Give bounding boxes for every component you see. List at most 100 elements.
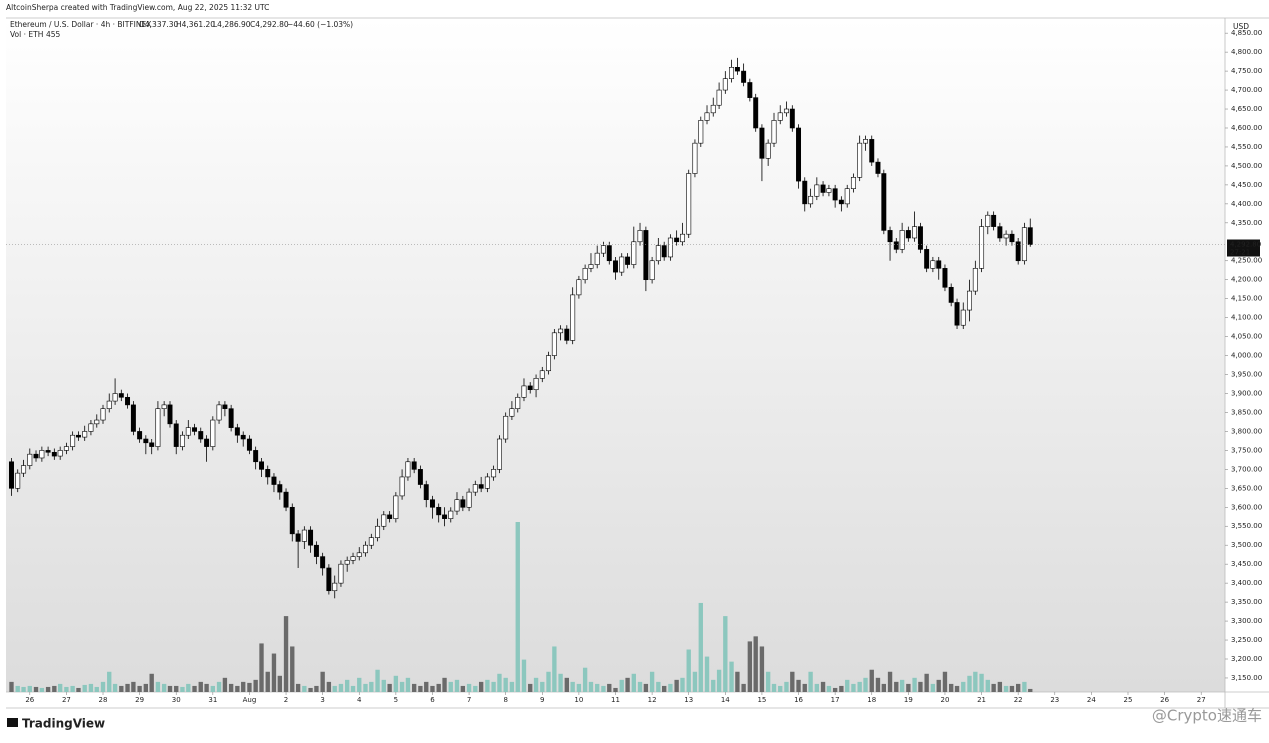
volume-bar — [814, 683, 820, 692]
legend-change: −44.60 (−1.03%) — [287, 20, 353, 29]
symbol-title: Ethereum / U.S. Dollar · 4h · BITFINEX — [10, 20, 151, 29]
volume-bar — [466, 683, 472, 692]
volume-bar — [839, 685, 844, 692]
candle-body — [606, 245, 612, 262]
y-tick-label: 3,750.00 — [1231, 446, 1262, 454]
volume-bar — [863, 677, 868, 692]
volume-bar — [582, 667, 588, 692]
y-tick-label: 3,500.00 — [1231, 541, 1262, 549]
candle-body — [253, 450, 259, 463]
volume-bar — [131, 681, 136, 692]
y-tick-label: 4,200.00 — [1231, 276, 1262, 284]
volume-bar — [686, 649, 691, 692]
volume-bar — [119, 685, 124, 692]
candle-body — [496, 438, 502, 470]
candle-body — [680, 233, 685, 243]
volume-bar — [716, 669, 722, 692]
candle-body — [21, 465, 27, 474]
volume-bar — [765, 671, 771, 692]
candle-body — [326, 567, 332, 592]
candle-body — [832, 188, 838, 201]
volume-bar — [991, 683, 996, 692]
plot-area — [6, 18, 1225, 692]
candle-body — [796, 127, 802, 182]
volume-bar — [643, 683, 649, 692]
candle-body — [57, 450, 63, 457]
volume-bar — [674, 679, 679, 692]
candle-body — [198, 431, 204, 440]
candle-body — [240, 434, 246, 440]
volume-bar — [613, 687, 618, 692]
candle-body — [692, 142, 698, 174]
volume-bar — [9, 681, 14, 692]
volume-bar — [936, 679, 941, 692]
y-tick-label: 3,350.00 — [1231, 598, 1262, 606]
candle-body — [76, 434, 81, 438]
y-tick-label: 4,250.00 — [1231, 257, 1262, 265]
candle-body — [753, 97, 759, 129]
candle-body — [967, 290, 972, 311]
volume-bar — [216, 681, 222, 692]
volume-bar — [33, 686, 39, 692]
x-tick-label: 27 — [1197, 696, 1206, 704]
candle-body — [228, 408, 234, 428]
volume-bar — [222, 677, 228, 692]
volume-bar — [625, 677, 630, 692]
candle-body — [454, 499, 460, 512]
volume-bar — [912, 677, 917, 692]
logo-mark — [7, 718, 18, 727]
watermark: @Crypto速通车 — [1152, 707, 1262, 725]
candle-body — [466, 491, 472, 508]
y-tick-label: 4,550.00 — [1231, 143, 1262, 151]
candle-body — [1027, 227, 1033, 245]
candle-body — [265, 469, 271, 478]
x-tick-label: 18 — [867, 696, 876, 704]
y-tick-label: 4,450.00 — [1231, 181, 1262, 189]
candle-body — [619, 256, 625, 273]
volume-bar — [949, 683, 954, 692]
volume-bar — [942, 671, 948, 692]
x-tick-label: 17 — [831, 696, 840, 704]
volume-bar — [418, 685, 423, 692]
candle-body — [246, 438, 252, 451]
volume-bar — [82, 684, 87, 692]
candle-body — [515, 396, 521, 409]
x-tick-label: Aug — [243, 696, 257, 704]
candle-body — [222, 404, 228, 409]
volume-bar — [668, 683, 673, 692]
candle-body — [106, 400, 112, 409]
volume-bar — [338, 683, 344, 692]
candle-body — [125, 396, 131, 406]
volume-bar — [778, 685, 783, 692]
candle-body — [112, 393, 118, 402]
candle-body — [972, 268, 978, 292]
y-tick-label: 4,500.00 — [1231, 162, 1262, 170]
y-tick-label: 3,650.00 — [1231, 484, 1262, 492]
candle-body — [1003, 233, 1009, 239]
volume-bar — [906, 683, 911, 692]
volume-bar — [588, 681, 594, 692]
x-tick-label: 15 — [757, 696, 766, 704]
candle-body — [405, 461, 411, 478]
volume-bar — [430, 685, 435, 692]
candle-body — [899, 230, 905, 250]
x-tick-label: 27 — [62, 696, 71, 704]
y-tick-label: 3,700.00 — [1231, 465, 1262, 473]
x-tick-label: 30 — [172, 696, 181, 704]
candle-body — [570, 294, 576, 341]
volume-bar — [308, 687, 313, 692]
volume-bar — [473, 685, 478, 692]
x-tick-label: 11 — [611, 696, 620, 704]
candle-body — [863, 139, 869, 144]
volume-bar — [601, 685, 606, 692]
volume-bar — [180, 686, 185, 692]
volume-bar — [290, 646, 295, 692]
volume-bar — [198, 681, 203, 692]
x-tick-label: 22 — [1014, 696, 1023, 704]
volume-bar — [137, 685, 142, 692]
x-tick-label: 28 — [99, 696, 108, 704]
x-tick-label: 21 — [977, 696, 986, 704]
volume-bar — [350, 685, 356, 692]
candle-body — [960, 309, 966, 326]
